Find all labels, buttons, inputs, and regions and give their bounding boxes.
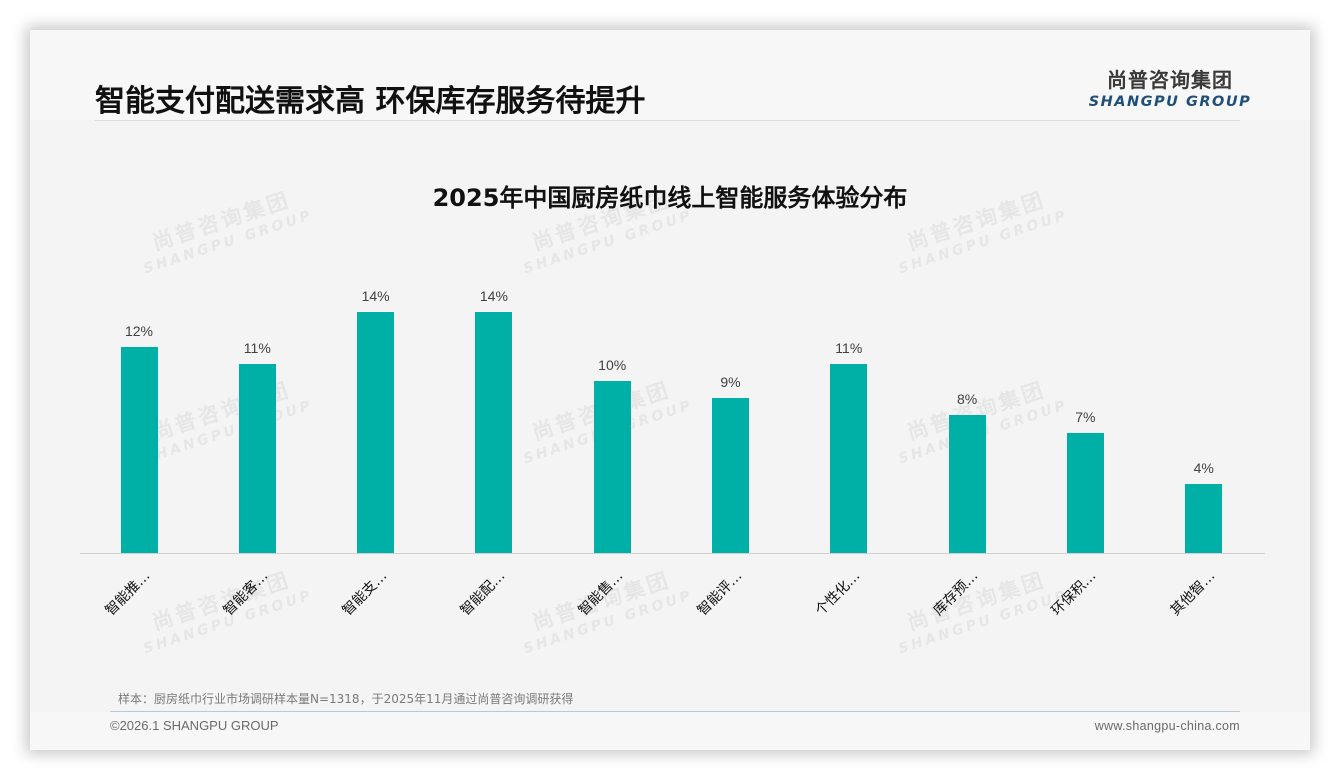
bar-value-label: 7% — [1075, 408, 1096, 425]
bar[interactable] — [712, 398, 749, 553]
x-axis-category-label: 智能支… — [339, 568, 390, 619]
bar-chart-plot-area: 12% 智能推… 11% 智能客… 14% 智能支… 14% 智能配… 10% 智能售… 9% 智能评… — [80, 260, 1265, 640]
bar[interactable] — [238, 363, 276, 553]
x-axis-category-label: 智能评… — [693, 568, 745, 619]
x-axis-category-label: 智能客… — [220, 568, 272, 619]
bar[interactable] — [830, 363, 868, 553]
bar-value-label: 14% — [479, 288, 508, 305]
bar[interactable] — [593, 381, 631, 553]
header-band — [30, 30, 1310, 120]
footer-band — [30, 712, 1310, 750]
copyright-text: ©2026.1 SHANGPU GROUP — [110, 718, 279, 733]
bar[interactable] — [357, 312, 395, 553]
bar-value-label: 12% — [124, 322, 154, 339]
bar-value-label: 11% — [835, 339, 863, 356]
slide: 智能支付配送需求高 环保库存服务待提升 尚普咨询集团 SHANGPU GROUP… — [30, 30, 1310, 750]
bar[interactable] — [948, 415, 986, 553]
page-title: 智能支付配送需求高 环保库存服务待提升 — [95, 84, 646, 119]
bar-value-label: 11% — [243, 339, 271, 356]
bar-value-label: 4% — [1193, 460, 1214, 477]
x-axis-line — [80, 553, 1265, 554]
bar-value-label: 14% — [361, 288, 390, 305]
title-divider — [95, 120, 1240, 121]
bar[interactable] — [120, 346, 158, 553]
logo-chinese-text: 尚普咨询集团 — [1107, 68, 1233, 92]
bar-value-label: 9% — [720, 374, 741, 391]
x-axis-category-label: 环保积… — [1048, 568, 1100, 619]
bar[interactable] — [1066, 432, 1104, 553]
footer-divider — [110, 711, 1240, 712]
x-axis-category-label: 库存预… — [930, 568, 982, 619]
x-axis-category-label: 其他智… — [1167, 568, 1219, 619]
logo-english-text: SHANGPU GROUP — [1088, 94, 1252, 110]
bar[interactable] — [475, 312, 513, 553]
x-axis-category-label: 智能售… — [575, 568, 627, 619]
bar[interactable] — [1185, 484, 1223, 553]
bar-value-label: 10% — [598, 357, 627, 373]
sample-note: 样本：厨房纸巾行业市场调研样本量N=1318，于2025年11月通过尚普咨询调研… — [118, 692, 574, 706]
x-axis-category-label: 智能推… — [102, 568, 154, 619]
chart-title: 2025年中国厨房纸巾线上智能服务体验分布 — [432, 184, 908, 212]
x-axis-category-label: 智能配… — [457, 568, 509, 619]
x-axis-category-label: 个性化… — [812, 568, 864, 619]
website-link[interactable]: www.shangpu-china.com — [1094, 719, 1240, 733]
company-logo: 尚普咨询集团 SHANGPU GROUP — [1085, 64, 1255, 110]
bar-value-label: 8% — [956, 391, 978, 408]
